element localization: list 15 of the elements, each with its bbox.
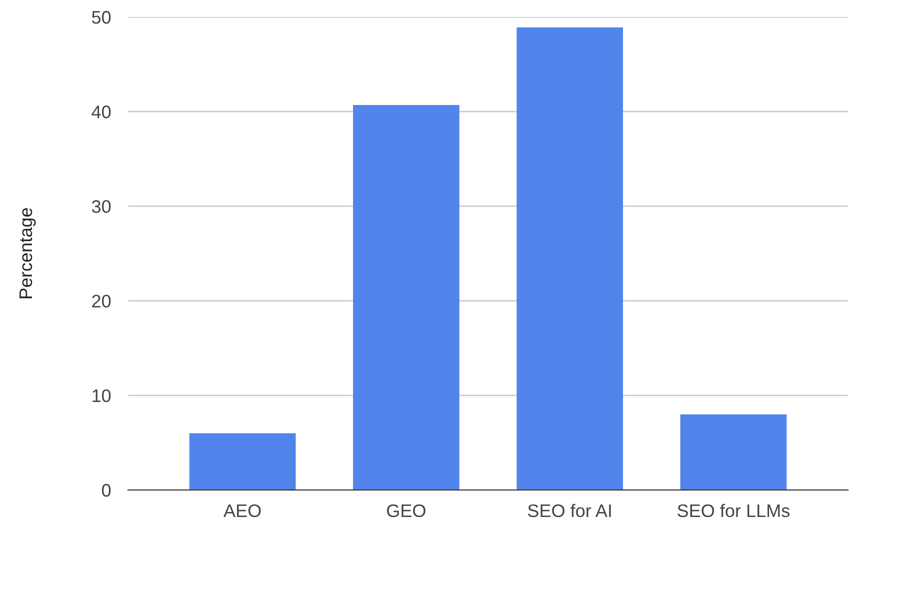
x-tick-label: SEO for LLMs	[678, 504, 790, 518]
x-tick-label: SEO for AI	[528, 504, 611, 518]
y-tick-label: 30	[92, 200, 111, 213]
y-axis-title: Percentage	[20, 208, 36, 298]
bar	[353, 104, 460, 490]
bar	[189, 433, 296, 490]
bar	[680, 414, 787, 490]
y-tick-label: 20	[92, 294, 111, 308]
x-tick-label: AEO	[224, 504, 261, 518]
y-tick-label: 40	[92, 106, 111, 118]
bar	[516, 27, 623, 490]
y-tick-label: 50	[92, 10, 111, 24]
x-tick-label: GEO	[387, 504, 426, 518]
y-tick-label: 10	[92, 389, 111, 402]
y-tick-label: 0	[102, 484, 111, 497]
